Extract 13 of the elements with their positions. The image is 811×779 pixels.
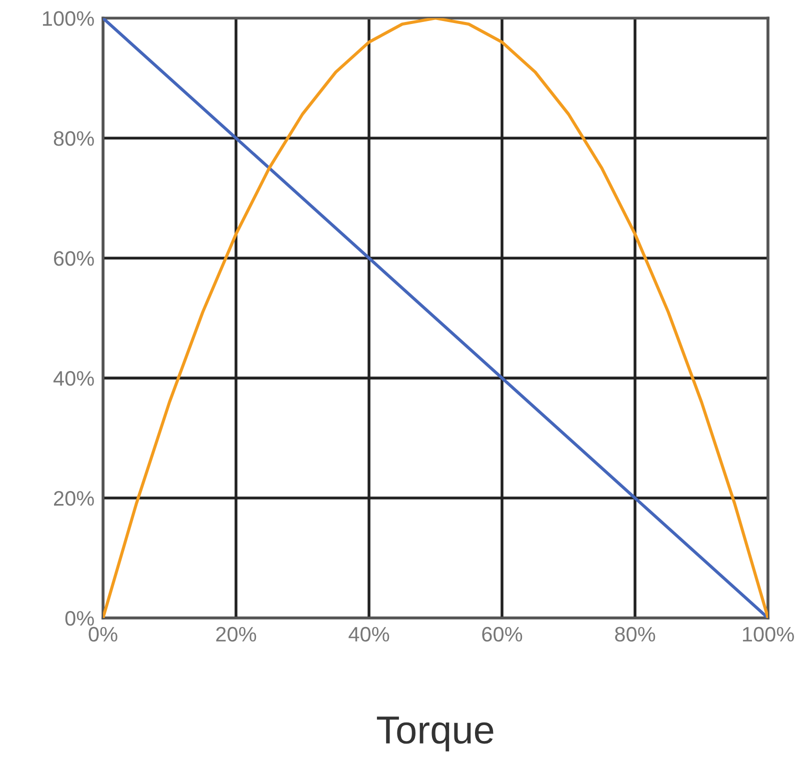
x-tick-label: 60% xyxy=(482,626,522,642)
x-tick-label: 80% xyxy=(615,626,656,642)
y-tick-label: 20% xyxy=(54,491,94,506)
x-tick-label: 40% xyxy=(348,626,390,642)
x-axis-title: Torque xyxy=(376,716,494,752)
y-tick-label: 40% xyxy=(53,371,94,386)
x-tick-label: 100% xyxy=(742,626,794,642)
y-tick-label: 100% xyxy=(42,11,94,26)
y-tick-label: 60% xyxy=(54,251,94,266)
x-tick-label: 0% xyxy=(88,626,118,642)
y-tick-label: 0% xyxy=(65,610,94,626)
y-tick-label: 80% xyxy=(54,131,94,146)
x-tick-label: 20% xyxy=(216,626,256,642)
